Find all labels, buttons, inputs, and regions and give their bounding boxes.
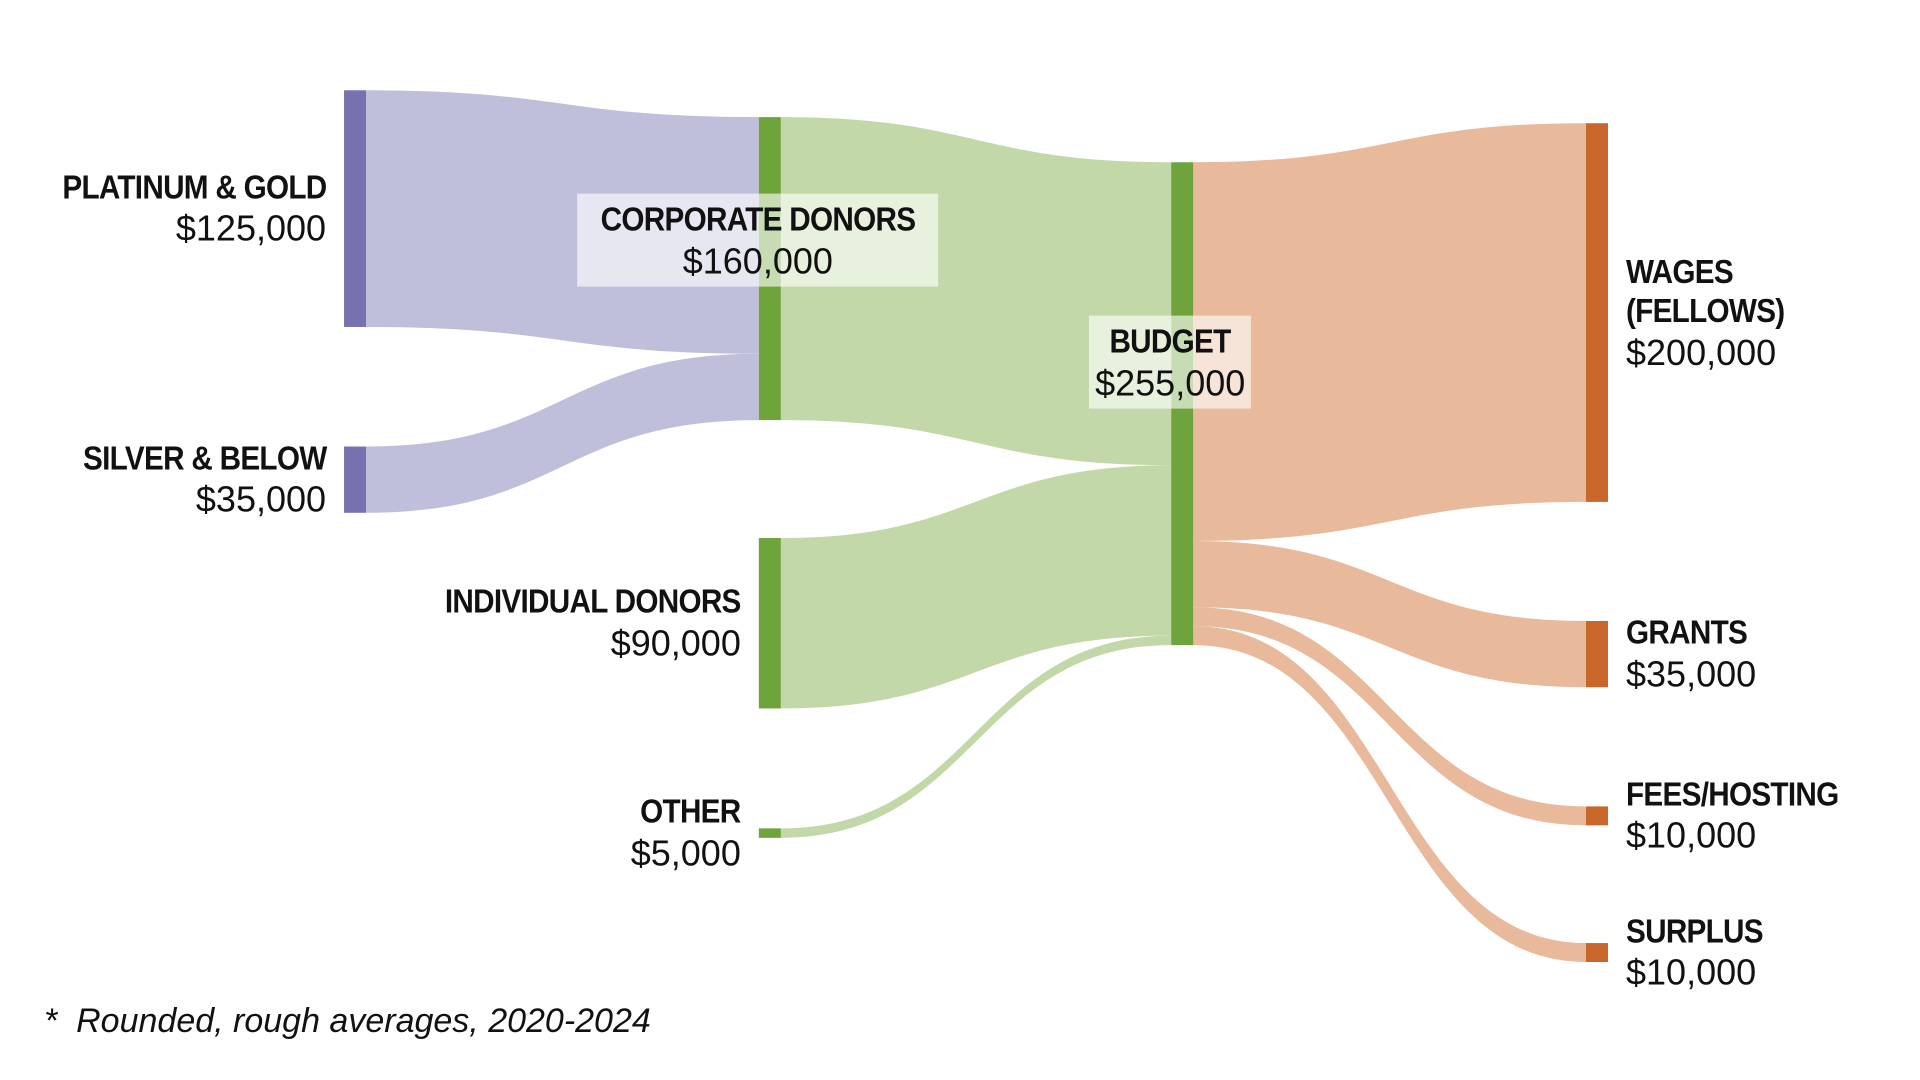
node-name: CORPORATE DONORS (600, 200, 916, 238)
node (344, 446, 367, 513)
node-value: $35,000 (1626, 653, 1757, 695)
node-label: GRANTS $35,000 (1626, 613, 1761, 696)
node-name: PLATINUM & GOLD (61, 168, 327, 206)
node-value: $10,000 (1626, 815, 1757, 857)
node-label: WAGES (FELLOWS) $200,000 (1626, 251, 1866, 373)
link (366, 353, 759, 513)
node-label: OTHER $5,000 (629, 792, 742, 875)
node-label: INDIVIDUAL DONORS $90,000 (412, 582, 742, 665)
link (1193, 626, 1586, 962)
node-name: FEES/HOSTING (1626, 775, 1839, 813)
node-value: $160,000 (682, 240, 833, 282)
node-value: $125,000 (175, 207, 327, 249)
node-name: GRANTS (1626, 613, 1748, 651)
node (344, 90, 367, 327)
node-label: CORPORATE DONORS $160,000 (577, 193, 939, 287)
link (1193, 123, 1586, 541)
node (1586, 943, 1608, 962)
node-value: $5,000 (630, 832, 741, 874)
node-label: PLATINUM & GOLD $125,000 (33, 167, 327, 250)
footnote: * Rounded, rough averages, 2020-2024 (44, 1002, 651, 1040)
node-name: OTHER (640, 792, 741, 830)
node (1586, 806, 1608, 826)
link (1193, 607, 1586, 826)
node-name: SILVER & BELOW (82, 439, 327, 477)
node-name: BUDGET (1109, 322, 1232, 360)
node-name: WAGES (FELLOWS) (1626, 252, 1785, 329)
link (780, 465, 1172, 709)
node-label: FEES/HOSTING $10,000 (1626, 774, 1862, 857)
link (366, 90, 759, 354)
node-value: $35,000 (195, 478, 327, 520)
node-value: $255,000 (1095, 362, 1246, 404)
node (758, 538, 781, 709)
node-name: SURPLUS (1626, 912, 1764, 950)
node-label: SURPLUS $10,000 (1626, 911, 1778, 994)
link (780, 635, 1172, 838)
node-name: INDIVIDUAL DONORS (445, 582, 742, 620)
node (758, 828, 781, 838)
node-value: $90,000 (610, 622, 741, 664)
node-label: SILVER & BELOW $35,000 (56, 438, 327, 521)
node (1586, 620, 1608, 688)
link (780, 117, 1172, 466)
node-label: BUDGET $255,000 (1089, 315, 1252, 409)
node-value: $200,000 (1626, 331, 1777, 373)
node-value: $10,000 (1626, 951, 1757, 993)
node (1586, 123, 1608, 502)
link (1193, 540, 1586, 688)
